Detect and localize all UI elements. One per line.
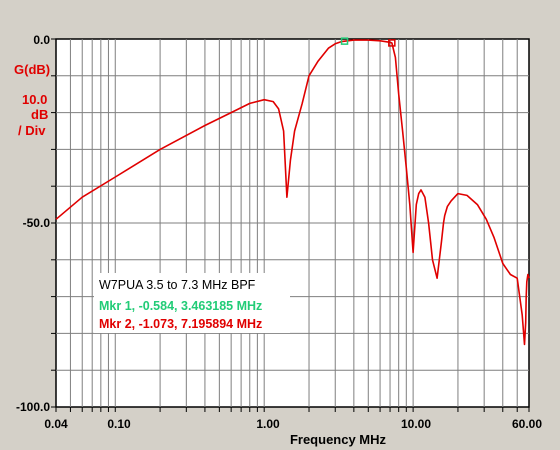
y-tick-label-top: 0.0 (33, 33, 50, 47)
marker-1-readout: Mkr 1, -0.584, 3.463185 MHz (99, 299, 262, 313)
annotation-box (94, 273, 290, 333)
marker-layer (340, 37, 396, 47)
y-scale-div: / Div (18, 123, 46, 138)
grid-lines (56, 39, 529, 407)
marker-2-symbol (388, 39, 396, 47)
y-scale-unit: dB (31, 107, 48, 122)
chart-title: W7PUA 3.5 to 7.3 MHz BPF (99, 278, 256, 292)
x-tick-label-0.10: 0.10 (107, 417, 131, 431)
x-tick-label-1.00: 1.00 (256, 417, 280, 431)
series-layer (55, 39, 530, 346)
y-scale-value: 10.0 (22, 92, 47, 107)
x-tick-label-60.00: 60.00 (512, 417, 542, 431)
y-tick-label-mid: -50.0 (23, 216, 51, 230)
x-tick-label-0.04: 0.04 (44, 417, 68, 431)
x-axis-label: Frequency MHz (290, 432, 387, 447)
axis-ticks (51, 38, 530, 412)
marker-2-readout: Mkr 2, -1.073, 7.195894 MHz (99, 317, 262, 331)
x-tick-label-10.00: 10.00 (401, 417, 431, 431)
y-axis-label: G(dB) (14, 62, 50, 77)
y-tick-label-bottom: -100.0 (16, 400, 50, 414)
response-curve (55, 39, 530, 346)
marker-1-symbol (340, 37, 349, 45)
